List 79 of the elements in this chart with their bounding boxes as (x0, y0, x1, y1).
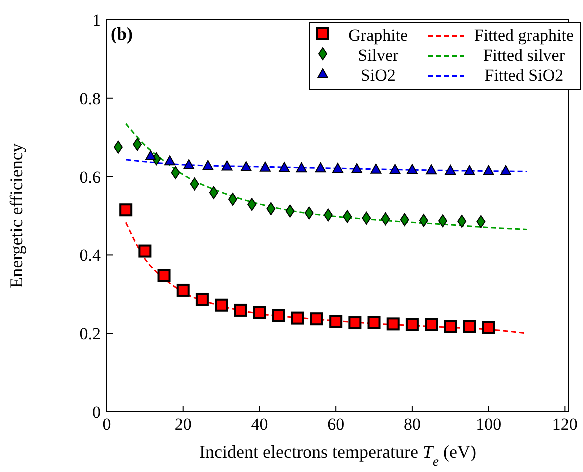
point (286, 204, 295, 218)
point (304, 206, 314, 220)
point (184, 160, 195, 170)
x-tick-label: 40 (251, 415, 268, 434)
legend-label: Fitted silver (482, 46, 566, 66)
point (500, 165, 512, 176)
point (425, 318, 438, 332)
point (458, 214, 467, 228)
point (444, 320, 458, 334)
point (171, 166, 180, 180)
point (209, 186, 218, 200)
point (445, 165, 456, 176)
x-tick-label: 80 (404, 415, 421, 434)
x-axis-title: Incident electrons temperature T$_{e}$ (eV) (200, 442, 476, 468)
point (196, 292, 209, 306)
point (114, 140, 123, 154)
point (158, 269, 171, 282)
point (406, 318, 419, 332)
x-tick-label: 20 (174, 415, 192, 434)
point (370, 164, 382, 174)
legend-label: Graphite (348, 26, 410, 46)
legend-label: Silver (357, 46, 400, 66)
point (310, 312, 324, 326)
point (120, 204, 133, 217)
legend-label: Fitted SiO2 (484, 66, 565, 86)
point (348, 316, 362, 330)
point (324, 208, 333, 222)
point (482, 321, 496, 334)
x-tick-label: 100 (476, 415, 502, 434)
point (248, 198, 257, 212)
point (164, 156, 176, 166)
point (332, 163, 344, 174)
point (406, 164, 418, 174)
point (463, 320, 476, 334)
y-tick-label: 0.8 (80, 89, 101, 108)
point (464, 165, 476, 176)
point (190, 178, 200, 191)
point (138, 244, 152, 258)
point (202, 160, 214, 170)
y-tick-label: 0.6 (80, 168, 101, 187)
point (145, 150, 156, 161)
point (381, 212, 390, 226)
x-tick-label: 60 (328, 415, 345, 434)
point (266, 202, 276, 216)
legend-label: Fitted graphite (474, 26, 574, 46)
y-tick-label: 0.4 (80, 246, 102, 266)
point (419, 214, 428, 228)
point (476, 215, 486, 228)
point (296, 162, 308, 173)
y-axis-title: Energetic efficiency (6, 144, 26, 288)
point (240, 162, 252, 172)
point (426, 164, 438, 175)
point (315, 162, 326, 173)
point (279, 162, 290, 172)
point (215, 298, 228, 312)
point (330, 315, 343, 328)
point (260, 162, 271, 172)
point (362, 212, 372, 225)
point (253, 306, 266, 320)
point (133, 138, 142, 152)
point (222, 160, 233, 171)
legend-label: SiO2 (360, 66, 397, 86)
y-tick-label: 0.2 (80, 324, 101, 344)
point (483, 165, 494, 176)
y-tick-label: 0 (92, 403, 101, 422)
point (291, 312, 304, 325)
point (390, 164, 401, 174)
x-tick-label: 120 (552, 415, 578, 434)
y-tick-label: 1 (92, 11, 101, 30)
point (400, 213, 410, 226)
annotation: (b) (111, 24, 134, 44)
point (234, 304, 248, 317)
point (176, 284, 190, 297)
point (272, 309, 286, 322)
point (386, 318, 400, 331)
point (368, 316, 381, 330)
point (352, 163, 363, 174)
line-series (125, 123, 528, 230)
point (343, 210, 352, 224)
